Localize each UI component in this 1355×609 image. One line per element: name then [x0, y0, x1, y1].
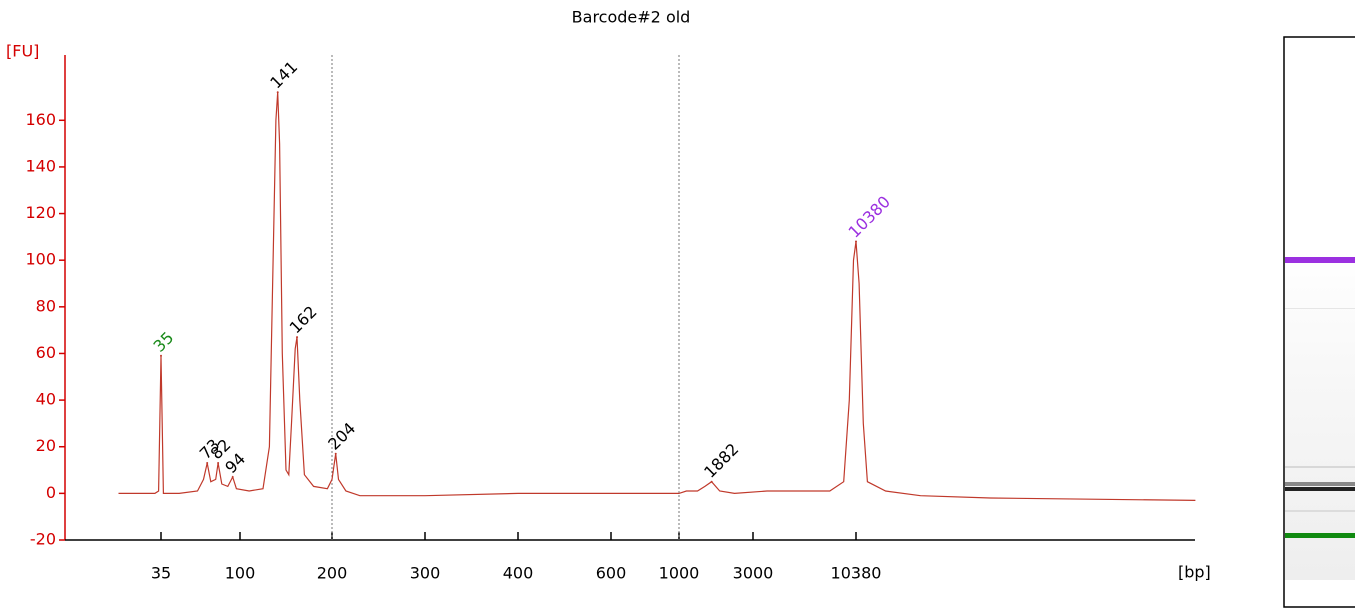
- y-tick-label: 40: [36, 390, 56, 409]
- peak-label: 141: [266, 57, 301, 92]
- y-tick-label: -20: [30, 530, 56, 549]
- peak-marker: [855, 240, 857, 243]
- peak-marker: [276, 91, 279, 94]
- y-tick-label: 100: [25, 250, 56, 269]
- gel-band: [1285, 510, 1355, 512]
- peak-marker: [710, 480, 713, 483]
- x-tick-label: 100: [225, 564, 256, 583]
- gel-band: [1285, 257, 1355, 263]
- x-tick-label: 600: [596, 564, 627, 583]
- gel-band: [1285, 466, 1355, 468]
- y-tick-label: 120: [25, 203, 56, 222]
- x-tick-label: 400: [503, 564, 534, 583]
- peak-label: 162: [286, 302, 321, 337]
- gel-lane: [1283, 36, 1355, 608]
- x-tick-label: 35: [151, 564, 171, 583]
- x-tick-label: 1000: [659, 564, 700, 583]
- peak-marker: [231, 476, 234, 479]
- gel-band: [1285, 533, 1355, 538]
- x-axis-label: [bp]: [1178, 563, 1211, 582]
- gel-background: [1285, 250, 1355, 580]
- peak-label: 1882: [700, 439, 742, 481]
- peak-marker: [296, 336, 299, 339]
- x-tick-label: 3000: [733, 564, 774, 583]
- peak-label: 35: [150, 328, 178, 356]
- gel-band: [1285, 308, 1355, 309]
- chart-title: Barcode#2 old: [572, 8, 691, 27]
- peak-marker: [206, 462, 209, 465]
- peak-marker: [217, 462, 220, 465]
- peak-label: 204: [324, 419, 359, 454]
- y-tick-label: 0: [46, 483, 56, 502]
- gel-band: [1285, 487, 1355, 491]
- x-tick-label: 300: [410, 564, 441, 583]
- y-tick-label: 60: [36, 343, 56, 362]
- y-tick-label: 160: [25, 110, 56, 129]
- x-tick-label: 200: [317, 564, 348, 583]
- gel-band: [1285, 482, 1355, 486]
- peak-marker: [334, 452, 337, 455]
- y-tick-label: 20: [36, 436, 56, 455]
- trace: [118, 92, 1196, 501]
- y-tick-label: 80: [36, 296, 56, 315]
- x-tick-label: 10380: [831, 564, 882, 583]
- peak-marker: [160, 354, 162, 357]
- y-axis-label: [FU]: [6, 42, 39, 61]
- y-tick-label: 140: [25, 156, 56, 175]
- peak-label: 10380: [845, 192, 894, 241]
